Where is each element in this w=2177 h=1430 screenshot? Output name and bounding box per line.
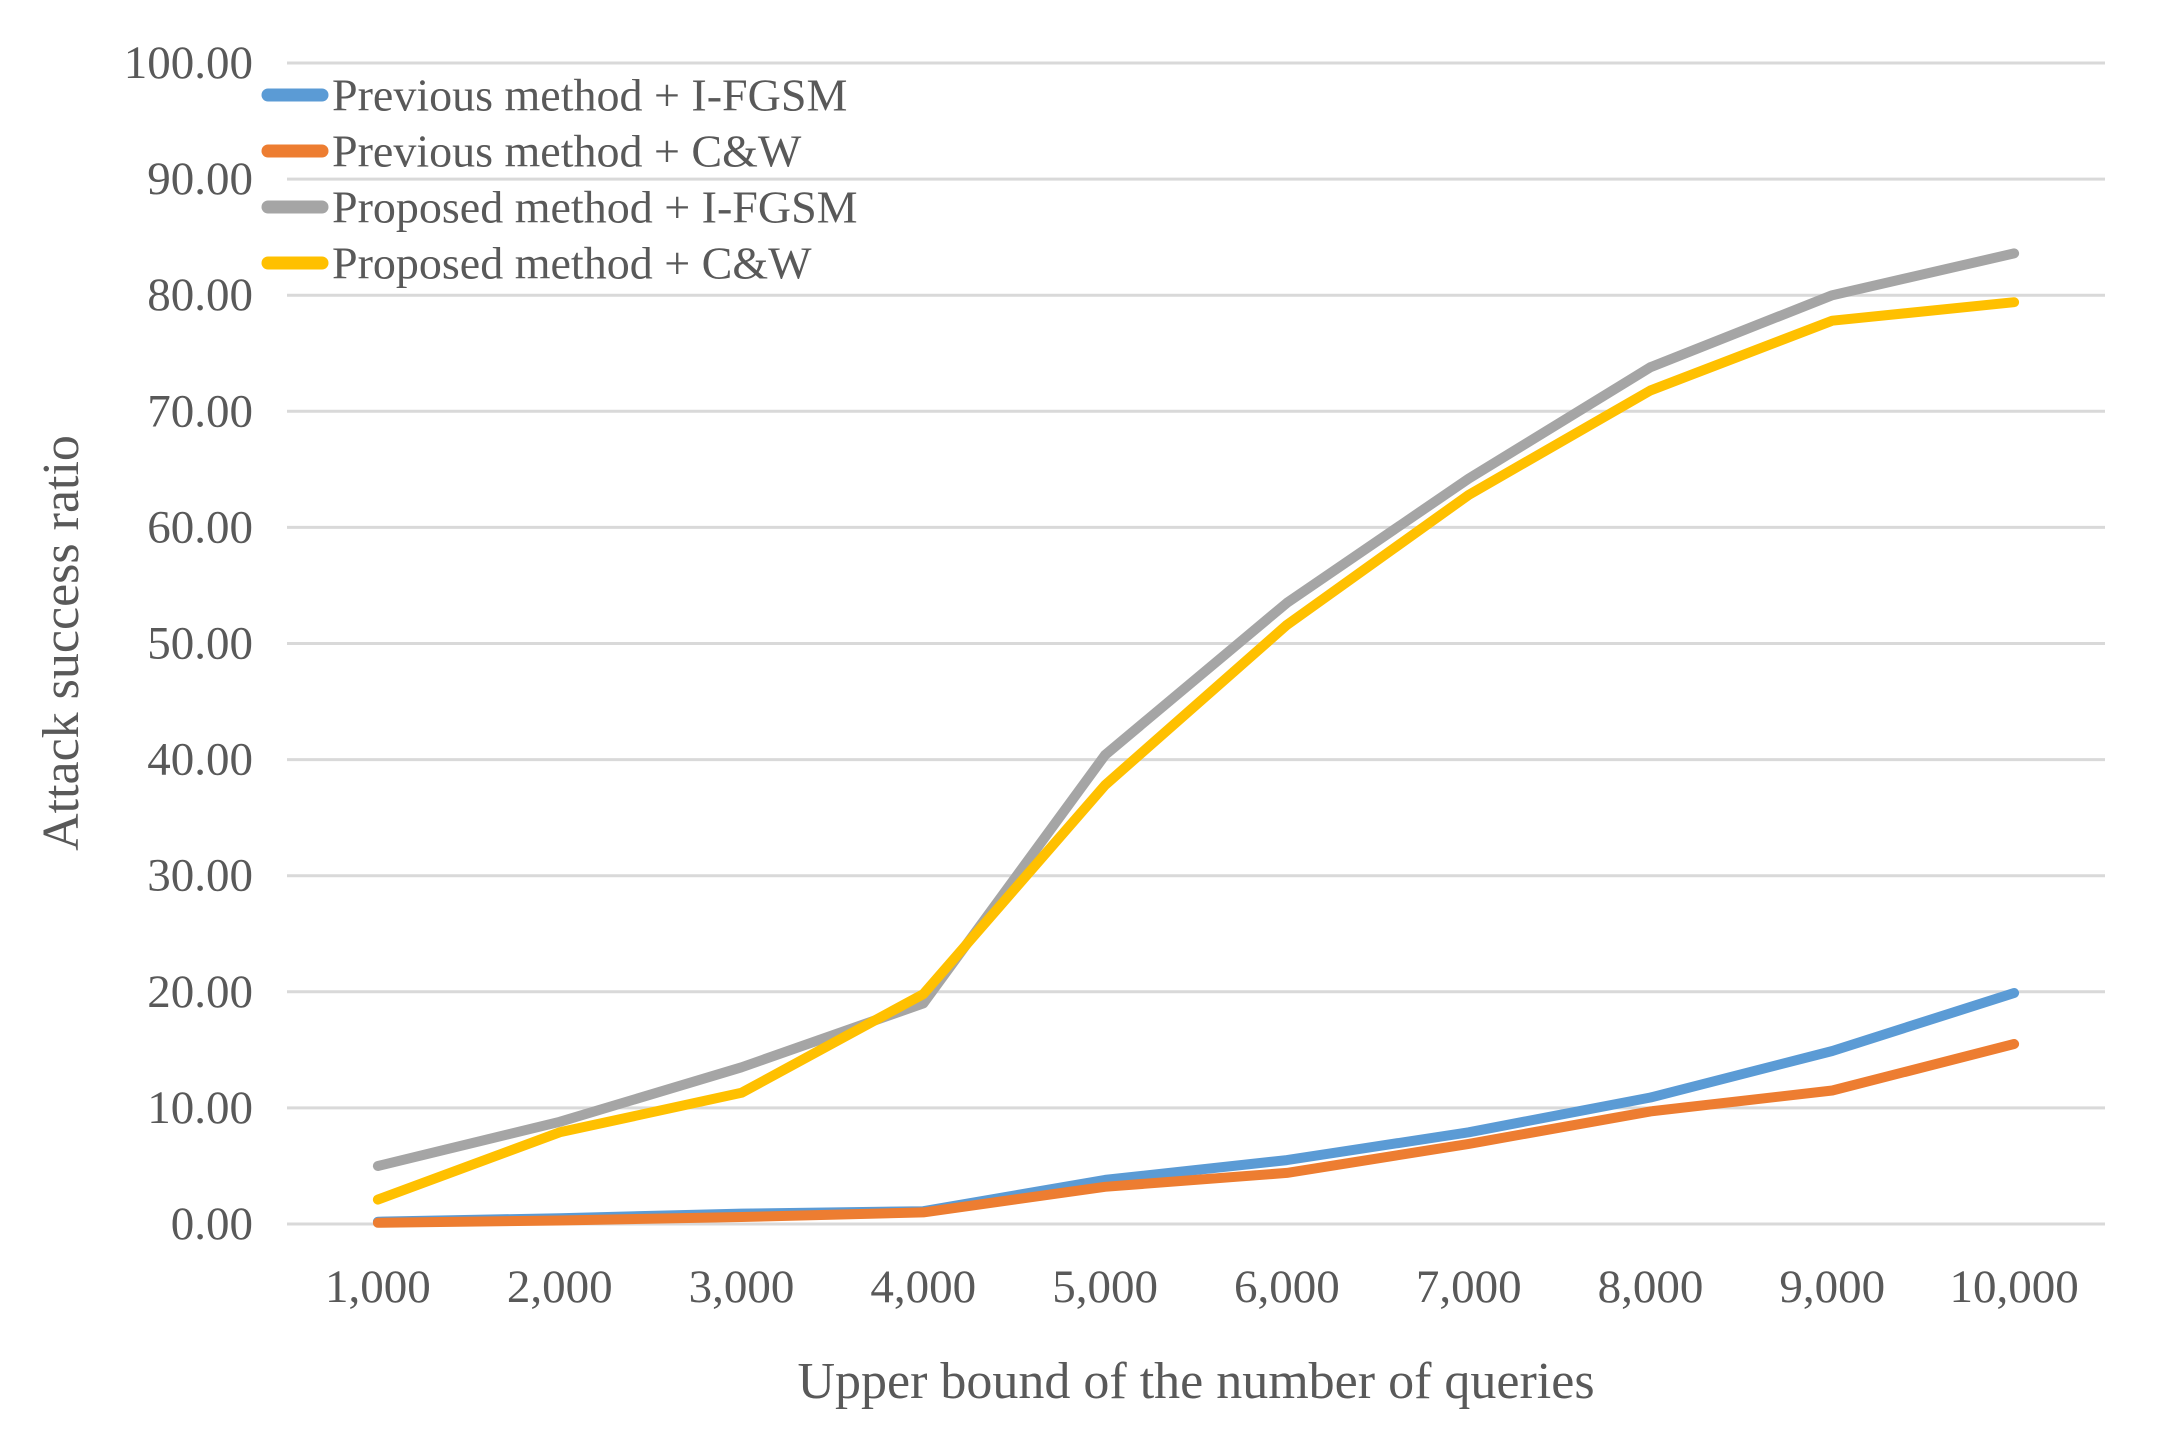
y-tick-label: 80.00: [147, 269, 253, 321]
legend-label: Previous method + C&W: [332, 126, 802, 177]
legend-label: Previous method + I-FGSM: [332, 70, 847, 121]
legend-item: Previous method + C&W: [261, 126, 802, 177]
legend-item: Previous method + I-FGSM: [261, 70, 847, 121]
x-tick-label: 5,000: [1052, 1261, 1158, 1313]
x-tick-label: 10,000: [1949, 1261, 2078, 1313]
y-tick-label: 20.00: [147, 966, 253, 1018]
y-tick-label: 0.00: [171, 1198, 253, 1250]
y-tick-label: 70.00: [147, 385, 253, 437]
x-tick-label: 8,000: [1598, 1261, 1704, 1313]
y-axis-tick-labels: 0.00 10.00 20.00 30.00 40.00 50.00 60.00 70.00 8…: [124, 37, 253, 1250]
x-axis-title: Upper bound of the number of queries: [797, 1353, 1594, 1410]
x-tick-label: 2,000: [507, 1261, 613, 1313]
x-tick-label: 4,000: [870, 1261, 976, 1313]
series-line-proposed-method-i-fgsm: [372, 248, 2020, 1171]
x-tick-label: 6,000: [1234, 1261, 1340, 1313]
legend-label: Proposed method + C&W: [332, 238, 812, 289]
x-axis-tick-labels: 1,000 2,000 3,000 4,000 5,000 6,000 7,000 8,000…: [325, 1261, 2079, 1313]
y-tick-label: 90.00: [147, 153, 253, 205]
x-tick-label: 1,000: [325, 1261, 431, 1313]
x-tick-label: 9,000: [1779, 1261, 1885, 1313]
y-axis-title: Attack success ratio: [33, 435, 90, 851]
y-tick-label: 40.00: [147, 734, 253, 786]
legend-item: Proposed method + C&W: [261, 238, 812, 289]
y-tick-label: 60.00: [147, 501, 253, 553]
y-tick-label: 10.00: [147, 1082, 253, 1134]
y-tick-label: 30.00: [147, 850, 253, 902]
legend-item: Proposed method + I-FGSM: [261, 182, 858, 233]
y-tick-label: 50.00: [147, 618, 253, 670]
x-tick-label: 7,000: [1416, 1261, 1522, 1313]
series-lines: [372, 248, 2020, 1228]
x-tick-label: 3,000: [689, 1261, 795, 1313]
series-line-previous-method-c-w: [372, 1039, 2020, 1228]
y-tick-label: 100.00: [124, 37, 253, 89]
legend-label: Proposed method + I-FGSM: [332, 182, 858, 233]
series-line-proposed-method-c-w: [372, 297, 2020, 1205]
